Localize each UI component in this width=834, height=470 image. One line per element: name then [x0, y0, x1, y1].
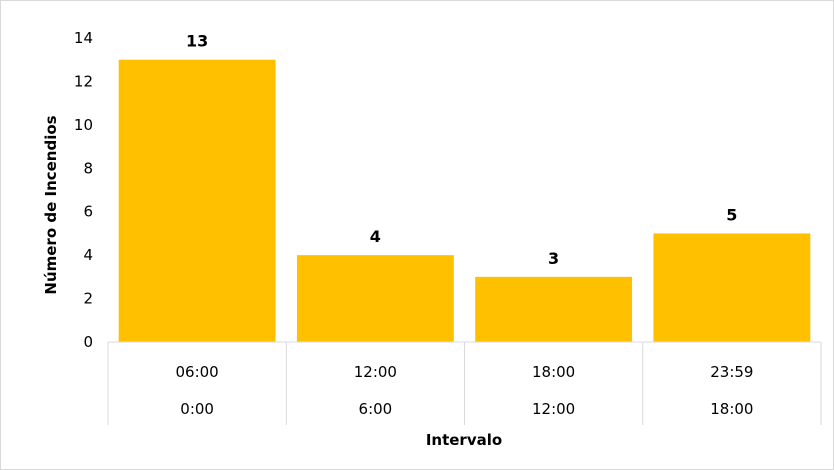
- data-labels: 13 4 3 5: [186, 32, 737, 268]
- y-tick-label: 6: [83, 203, 93, 221]
- x-category-lower-label: 0:00: [180, 400, 214, 418]
- category-table: 06:00 0:00 12:00 6:00 18:00 12:00 23:59 18:00: [107, 341, 822, 425]
- data-label: 4: [370, 227, 381, 246]
- bar: [296, 255, 454, 342]
- data-label: 5: [726, 205, 737, 224]
- bar-series: [118, 59, 811, 342]
- x-category-upper-label: 06:00: [176, 363, 219, 381]
- bar: [118, 59, 276, 342]
- x-axis-title: Intervalo: [426, 431, 502, 449]
- x-category-upper-label: 23:59: [710, 363, 753, 381]
- x-category-lower-label: 12:00: [532, 400, 575, 418]
- x-category-upper-label: 12:00: [354, 363, 397, 381]
- x-category-lower-label: 6:00: [359, 400, 393, 418]
- bar: [475, 276, 633, 342]
- x-category-upper-label: 18:00: [532, 363, 575, 381]
- y-tick-label: 8: [83, 159, 93, 177]
- y-tick-label: 12: [74, 72, 93, 90]
- y-tick-label: 0: [83, 333, 93, 351]
- y-tick-label: 10: [74, 116, 93, 134]
- y-tick-label: 4: [83, 246, 93, 264]
- y-tick-label: 2: [83, 290, 93, 308]
- y-axis-tick-labels: 0 2 4 6 8 10 12 14: [74, 29, 93, 351]
- data-label: 3: [548, 249, 559, 268]
- bar: [653, 233, 811, 342]
- data-label: 13: [186, 32, 208, 51]
- y-axis-title: Número de Incendios: [42, 115, 60, 294]
- y-tick-label: 14: [74, 29, 93, 47]
- x-category-lower-label: 18:00: [710, 400, 753, 418]
